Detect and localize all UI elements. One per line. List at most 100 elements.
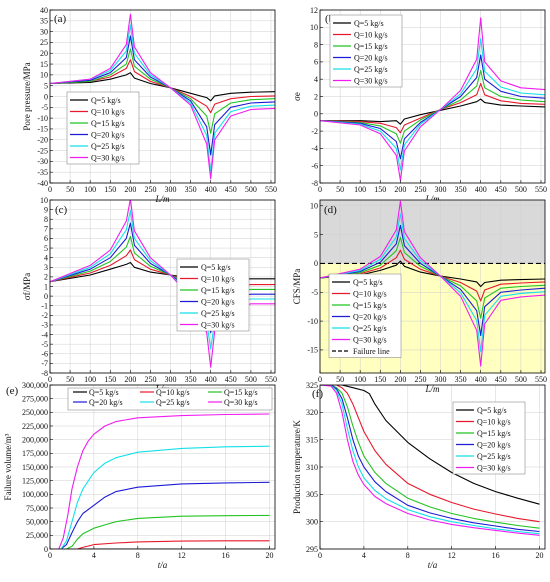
y-axis-label: σf/MPa bbox=[22, 273, 32, 300]
y-tick-label: 1 bbox=[44, 282, 48, 291]
x-tick-label: 8 bbox=[406, 551, 410, 560]
y-tick-label: 100,000 bbox=[22, 490, 48, 499]
y-tick-label: 40 bbox=[40, 6, 48, 15]
legend-box bbox=[452, 401, 526, 475]
x-tick-label: 250 bbox=[414, 375, 426, 384]
series-line-f-5 bbox=[320, 385, 540, 536]
x-axis-label: L/m bbox=[424, 194, 440, 204]
x-tick-label: 300 bbox=[165, 375, 177, 384]
legend-label: Q=10 kg/s bbox=[91, 108, 125, 117]
y-tick-label: 50,000 bbox=[26, 517, 48, 526]
y-tick-label: 150,000 bbox=[22, 463, 48, 472]
series-line-e-2 bbox=[50, 514, 270, 549]
x-tick-label: 500 bbox=[515, 375, 527, 384]
y-tick-label: -15 bbox=[37, 125, 48, 134]
y-tick-label: 305 bbox=[306, 490, 318, 499]
y-tick-label: 75,000 bbox=[26, 504, 48, 513]
y-tick-label: -4 bbox=[41, 330, 48, 339]
series-line-e-5 bbox=[50, 413, 270, 549]
y-tick-label: 295 bbox=[306, 545, 318, 554]
x-tick-label: 200 bbox=[394, 375, 406, 384]
x-tick-label: 550 bbox=[265, 185, 277, 194]
x-tick-label: 4 bbox=[362, 551, 366, 560]
y-tick-label: -8 bbox=[311, 179, 318, 188]
y-tick-label: 275,000 bbox=[22, 394, 48, 403]
plot-frame bbox=[319, 199, 546, 374]
series-line-f-4 bbox=[320, 385, 540, 535]
series-line-f-2 bbox=[320, 385, 540, 529]
x-tick-label: 100 bbox=[84, 185, 96, 194]
legend-label: Q=10 kg/s bbox=[201, 275, 235, 284]
legend-label: Q=25 kg/s bbox=[477, 452, 511, 461]
x-tick-label: 200 bbox=[124, 185, 136, 194]
x-tick-label: 400 bbox=[475, 185, 487, 194]
x-tick-label: 0 bbox=[48, 375, 52, 384]
x-tick-label: 350 bbox=[455, 375, 467, 384]
x-tick-label: 200 bbox=[124, 375, 136, 384]
legend: Q=5 kg/s Q=10 kg/s Q=15 kg/s Q=20 kg/s Q=25 … bbox=[328, 273, 402, 358]
legend: Q=5 kg/s Q=10 kg/s Q=15 kg/s Q=20 kg/s Q=25 … bbox=[66, 91, 140, 165]
legend-box bbox=[328, 273, 402, 358]
legend-box bbox=[176, 258, 250, 332]
y-axis-label: σe bbox=[292, 92, 302, 101]
x-tick-label: 550 bbox=[535, 185, 547, 194]
legend: Q=5 kg/s Q=10 kg/s Q=15 kg/s Q=20 kg/s Q=25 … bbox=[176, 258, 250, 332]
legend-label: Q=5 kg/s bbox=[91, 96, 121, 105]
x-tick-label: 150 bbox=[374, 375, 386, 384]
series-line-b-5 bbox=[320, 17, 545, 181]
y-tick-label: 30 bbox=[40, 27, 48, 36]
y-axis-label: Production temperature/K bbox=[292, 420, 302, 514]
series-line-a-5 bbox=[50, 13, 275, 180]
y-tick-label: 2 bbox=[44, 273, 48, 282]
x-tick-label: 300 bbox=[435, 185, 447, 194]
panel-label: (f) bbox=[312, 388, 323, 400]
y-tick-label: -40 bbox=[37, 179, 48, 188]
y-tick-label: 35 bbox=[40, 17, 48, 26]
y-tick-label: 3 bbox=[44, 263, 48, 272]
y-tick-label: -15 bbox=[307, 346, 318, 355]
y-axis-label: Failure volume/m³ bbox=[3, 433, 13, 500]
series-line-f-1 bbox=[320, 385, 540, 523]
x-tick-label: 200 bbox=[394, 185, 406, 194]
series-line-f-0 bbox=[320, 385, 540, 505]
legend-label: Q=25 kg/s bbox=[91, 142, 125, 151]
y-tick-label: 5 bbox=[314, 230, 318, 239]
y-tick-label: -5 bbox=[311, 288, 318, 297]
series-line-f-3 bbox=[320, 385, 540, 533]
x-tick-label: 20 bbox=[266, 551, 274, 560]
legend-label: Q=5 kg/s bbox=[354, 19, 384, 28]
y-tick-label: 320 bbox=[306, 408, 318, 417]
legend-label: Q=30 kg/s bbox=[354, 77, 388, 86]
x-tick-label: 16 bbox=[492, 551, 500, 560]
y-tick-label: -35 bbox=[37, 168, 48, 177]
y-tick-label: 4 bbox=[314, 75, 318, 84]
y-tick-label: 0 bbox=[314, 259, 318, 268]
legend-label: Q=5 kg/s bbox=[353, 278, 383, 287]
y-tick-label: 175,000 bbox=[22, 449, 48, 458]
legend-label: Q=30 kg/s bbox=[91, 154, 125, 163]
y-tick-label: 6 bbox=[44, 234, 48, 243]
y-tick-label: 5 bbox=[44, 81, 48, 90]
y-tick-label: 0 bbox=[44, 545, 48, 554]
legend-label: Q=20 kg/s bbox=[353, 313, 387, 322]
panel-label: (a) bbox=[54, 13, 67, 25]
x-tick-label: 50 bbox=[336, 185, 344, 194]
y-tick-label: 0 bbox=[44, 292, 48, 301]
x-tick-label: 20 bbox=[536, 551, 544, 560]
y-axis-label: CFS/MPa bbox=[292, 269, 302, 305]
x-tick-label: 50 bbox=[66, 185, 74, 194]
x-tick-label: 250 bbox=[144, 375, 156, 384]
legend: Q=5 kg/s Q=10 kg/s Q=15 kg/s Q=20 kg/s Q=25 … bbox=[329, 14, 403, 88]
legend-label: Q=30 kg/s bbox=[224, 398, 258, 407]
y-axis-label: Pore pressure/MPa bbox=[22, 62, 32, 130]
y-tick-label: -10 bbox=[37, 114, 48, 123]
y-tick-label: 0 bbox=[314, 110, 318, 119]
legend-label: Q=30 kg/s bbox=[477, 464, 511, 473]
legend-box bbox=[67, 387, 273, 411]
panel-label: (e) bbox=[6, 385, 19, 397]
y-tick-label: 12 bbox=[310, 6, 318, 15]
y-tick-label: 225,000 bbox=[22, 422, 48, 431]
x-tick-label: 500 bbox=[245, 185, 257, 194]
y-tick-label: 250,000 bbox=[22, 408, 48, 417]
